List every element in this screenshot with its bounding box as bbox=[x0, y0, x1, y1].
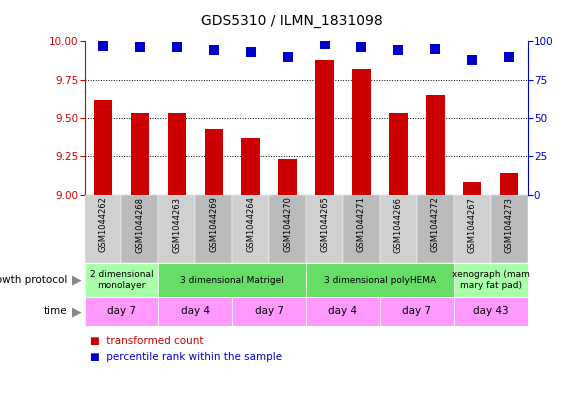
Bar bbox=[159, 195, 195, 263]
Bar bbox=[94, 99, 112, 195]
Text: GSM1044265: GSM1044265 bbox=[320, 196, 329, 252]
Bar bbox=[306, 263, 454, 297]
Text: GSM1044273: GSM1044273 bbox=[505, 196, 514, 253]
Point bbox=[431, 46, 440, 52]
Bar bbox=[315, 60, 333, 195]
Bar bbox=[500, 173, 518, 195]
Bar bbox=[454, 297, 528, 326]
Bar bbox=[131, 113, 149, 195]
Point bbox=[246, 49, 255, 55]
Bar bbox=[195, 195, 232, 263]
Text: GSM1044269: GSM1044269 bbox=[209, 196, 218, 252]
Text: GDS5310 / ILMN_1831098: GDS5310 / ILMN_1831098 bbox=[201, 14, 382, 28]
Text: GSM1044270: GSM1044270 bbox=[283, 196, 292, 252]
Text: day 4: day 4 bbox=[328, 307, 357, 316]
Bar bbox=[343, 195, 380, 263]
Point bbox=[468, 57, 477, 63]
Point bbox=[135, 44, 145, 51]
Bar bbox=[121, 195, 159, 263]
Bar bbox=[491, 195, 528, 263]
Text: time: time bbox=[43, 307, 67, 316]
Point bbox=[283, 53, 292, 60]
Bar bbox=[85, 195, 121, 263]
Text: ▶: ▶ bbox=[72, 305, 82, 318]
Bar bbox=[306, 297, 380, 326]
Bar bbox=[159, 263, 306, 297]
Text: GSM1044262: GSM1044262 bbox=[99, 196, 107, 252]
Point bbox=[394, 47, 403, 53]
Text: 3 dimensional Matrigel: 3 dimensional Matrigel bbox=[180, 275, 284, 285]
Point bbox=[504, 53, 514, 60]
Bar bbox=[306, 195, 343, 263]
Bar bbox=[352, 69, 371, 195]
Point bbox=[172, 44, 181, 51]
Bar bbox=[85, 297, 159, 326]
Text: day 7: day 7 bbox=[255, 307, 284, 316]
Text: 3 dimensional polyHEMA: 3 dimensional polyHEMA bbox=[324, 275, 436, 285]
Text: GSM1044264: GSM1044264 bbox=[246, 196, 255, 252]
Text: growth protocol: growth protocol bbox=[0, 275, 67, 285]
Text: GSM1044272: GSM1044272 bbox=[431, 196, 440, 252]
Bar bbox=[269, 195, 306, 263]
Text: day 4: day 4 bbox=[181, 307, 210, 316]
Point bbox=[357, 44, 366, 51]
Bar bbox=[232, 297, 306, 326]
Bar bbox=[426, 95, 444, 195]
Bar bbox=[389, 113, 408, 195]
Bar bbox=[417, 195, 454, 263]
Bar bbox=[241, 138, 260, 195]
Point bbox=[320, 41, 329, 48]
Text: GSM1044268: GSM1044268 bbox=[135, 196, 145, 253]
Text: GSM1044263: GSM1044263 bbox=[173, 196, 181, 253]
Bar bbox=[232, 195, 269, 263]
Bar bbox=[463, 182, 482, 195]
Text: xenograph (mam
mary fat pad): xenograph (mam mary fat pad) bbox=[452, 270, 529, 290]
Text: ■  percentile rank within the sample: ■ percentile rank within the sample bbox=[90, 352, 283, 362]
Text: ■  transformed count: ■ transformed count bbox=[90, 336, 204, 346]
Point bbox=[209, 47, 219, 53]
Bar bbox=[168, 113, 186, 195]
Text: 2 dimensional
monolayer: 2 dimensional monolayer bbox=[90, 270, 153, 290]
Bar bbox=[279, 159, 297, 195]
Bar bbox=[454, 263, 528, 297]
Bar bbox=[380, 297, 454, 326]
Text: ▶: ▶ bbox=[72, 274, 82, 286]
Text: GSM1044267: GSM1044267 bbox=[468, 196, 477, 253]
Bar bbox=[205, 129, 223, 195]
Bar bbox=[380, 195, 417, 263]
Bar bbox=[85, 263, 159, 297]
Bar bbox=[159, 297, 232, 326]
Text: day 7: day 7 bbox=[107, 307, 136, 316]
Text: day 7: day 7 bbox=[402, 307, 431, 316]
Text: GSM1044271: GSM1044271 bbox=[357, 196, 366, 252]
Bar bbox=[454, 195, 491, 263]
Point bbox=[99, 43, 108, 49]
Text: day 43: day 43 bbox=[473, 307, 508, 316]
Text: GSM1044266: GSM1044266 bbox=[394, 196, 403, 253]
